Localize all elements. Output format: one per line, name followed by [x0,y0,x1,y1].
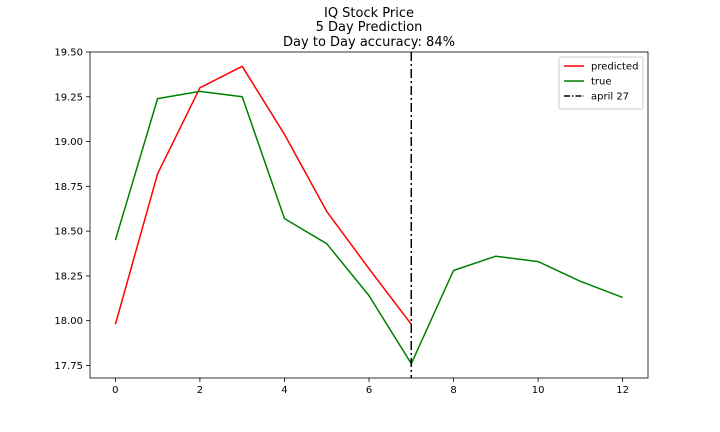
legend: predicted true april 27 [558,56,644,110]
y-tick-label: 19.50 [54,48,83,59]
y-tick-label: 18.50 [54,227,83,238]
y-tick-label: 19.25 [54,92,83,103]
plot-area [114,52,623,378]
y-tick-label: 17.75 [54,361,83,372]
legend-label-predicted: predicted [591,62,638,73]
y-tick-label: 19.00 [54,137,83,148]
y-tick-label: 18.00 [54,316,83,327]
chart-title-line-2: 5 Day Prediction [316,20,423,35]
x-tick-label: 8 [450,385,456,396]
chart-title-line-1: IQ Stock Price [324,6,414,21]
axes: 0 2 4 6 8 10 12 17.75 18.00 18.25 18.50 18.75 19.00 1… [54,48,649,396]
series-line-predicted [114,65,412,325]
x-tick-label: 2 [197,385,203,396]
x-tick-label: 12 [616,385,629,396]
legend-label-true: true [591,77,612,88]
y-tick-label: 18.75 [54,182,83,193]
x-tick-label: 10 [532,385,545,396]
x-tick-label: 6 [366,385,372,396]
x-tick-label: 0 [112,385,118,396]
x-tick-label: 4 [281,385,287,396]
series-line-true [114,90,623,365]
chart-title-line-3: Day to Day accuracy: 84% [283,35,455,50]
y-tick-label: 18.25 [54,271,83,282]
legend-label-april-27: april 27 [591,92,629,103]
